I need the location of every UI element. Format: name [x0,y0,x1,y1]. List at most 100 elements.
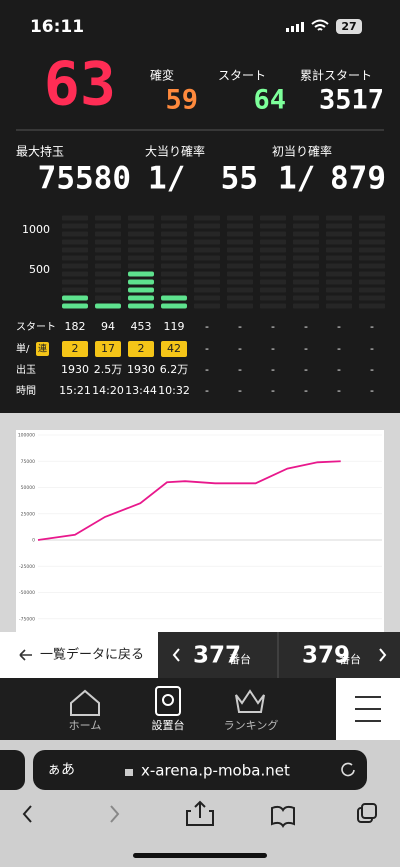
meter-cell [161,247,187,253]
next-icon[interactable] [379,648,387,662]
reload-icon[interactable] [341,762,355,777]
wifi-icon [311,19,329,31]
cell: - [304,320,308,333]
meter-cell [62,287,88,293]
counter-label: 大当り確率 [145,144,205,159]
meter-cell [260,279,286,285]
meter-cell [194,215,220,221]
meter-cell [95,263,121,269]
bookmarks-icon[interactable] [271,805,295,828]
y-tick-label: -25000 [19,564,35,570]
meter-cell [161,271,187,277]
meter-cell [227,295,253,301]
lock-icon [125,769,133,776]
meter-cell [128,255,154,261]
meter-cell [326,295,352,301]
meter-cell [326,271,352,277]
crown-icon[interactable] [235,689,265,713]
meter-tick-label: 1000 [22,223,50,236]
meter-cell [194,223,220,229]
cell: - [205,342,209,355]
meter-cell [62,255,88,261]
meter-cell [227,223,253,229]
y-tick-label: 100000 [18,433,35,439]
meter-cell [95,223,121,229]
address-bar[interactable] [33,750,367,790]
meter-segment [128,287,154,293]
cell: 17 [101,342,115,355]
count-badge [62,341,88,357]
meter-cell [161,239,187,245]
share-icon[interactable] [186,800,214,826]
meter-cell [95,279,121,285]
meter-cell [227,279,253,285]
cell: 94 [101,320,115,333]
meter-cell [95,215,121,221]
y-tick-label: 0 [32,538,35,544]
line-chart: 100000 75000 50000 25000 0 -25000 -50000 -75000 [18,433,382,622]
browser-forward[interactable] [110,805,120,823]
machine-icon[interactable] [155,686,181,716]
meter-cell [293,255,319,261]
machine-unit: 番台 [229,652,251,666]
home-icon[interactable] [70,689,100,716]
graph-box [16,430,384,632]
menu-icon [355,696,381,722]
meter-segment [128,295,154,301]
cell: 10:32 [158,384,190,397]
meter-cell [326,255,352,261]
meter-cell [161,255,187,261]
cell: - [370,384,374,397]
meter-cell [62,231,88,237]
cell: 13:44 [125,384,157,397]
meter-segment [128,279,154,285]
meter-cell [359,303,385,309]
meter-cell [260,239,286,245]
meter-cell [161,287,187,293]
signal-icon [286,22,304,32]
meter-cell [293,279,319,285]
meter-segment [62,303,88,309]
meter-cell [95,287,121,293]
meter-tick-label: 500 [29,263,50,276]
rate-prefix: 1/ [278,161,315,197]
meter-cell [359,295,385,301]
meter-cell [128,215,154,221]
meter-cell [359,263,385,269]
machine-switcher [158,632,400,678]
cell: - [337,384,341,397]
clock: 16:11 [30,17,84,37]
cell: 1930 [61,363,89,376]
cell: - [304,342,308,355]
meter-cell [359,247,385,253]
y-tick-label: 25000 [21,511,35,517]
cell: 42 [167,342,181,355]
meter-cell [227,255,253,261]
meter-cell [194,295,220,301]
row-label: スタート [16,321,56,333]
meter-cell [260,247,286,253]
cell: 2 [72,342,79,355]
prev-icon[interactable] [172,648,180,662]
meter-cell [326,215,352,221]
cell: 2 [138,342,145,355]
meter-cell [62,279,88,285]
browser-back[interactable] [22,805,32,823]
ren-badge [36,342,49,356]
cell: 453 [131,320,152,333]
meter-cell [194,263,220,269]
meter-cell [293,303,319,309]
text-size-button: ぁあ [47,762,75,778]
counter-label: 累計スタート [300,68,372,83]
meter-cell [293,239,319,245]
cell: 1930 [127,363,155,376]
y-tick-label: 50000 [21,485,35,491]
meter-segment [161,295,187,301]
meter-cell [161,231,187,237]
meter-bar [62,295,88,309]
meter-cell [227,231,253,237]
prev-tab[interactable] [0,750,25,790]
meter-cell [326,279,352,285]
meter-cell [260,295,286,301]
